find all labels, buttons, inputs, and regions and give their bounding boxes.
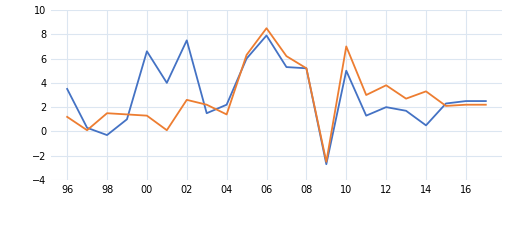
Growth in Real Compensation [443,104,449,108]
Growth in Real Value Added [383,106,389,109]
Growth in Real Compensation [204,103,210,106]
Growth in Real Value Added [423,124,429,127]
Growth in Real Compensation [184,98,190,101]
Growth in Real Value Added [443,102,449,105]
Growth in Real Value Added [144,50,150,53]
Growth in Real Value Added [283,66,289,68]
Growth in Real Value Added [403,109,409,112]
Growth in Real Value Added [104,134,110,136]
Growth in Real Value Added [463,100,469,102]
Growth in Real Value Added [64,88,70,90]
Growth in Real Compensation [264,27,270,30]
Growth in Real Compensation [244,54,250,56]
Growth in Real Compensation [104,112,110,115]
Growth in Real Compensation [64,115,70,118]
Growth in Real Compensation [363,94,369,96]
Growth in Real Value Added [124,118,130,121]
Growth in Real Value Added [204,112,210,115]
Growth in Real Compensation [383,84,389,87]
Growth in Real Value Added [84,126,90,129]
Growth in Real Value Added [323,163,329,166]
Line: Growth in Real Compensation: Growth in Real Compensation [67,28,486,162]
Growth in Real Value Added [363,114,369,117]
Growth in Real Compensation [483,103,489,106]
Growth in Real Value Added [224,103,230,106]
Growth in Real Compensation [164,129,170,132]
Growth in Real Compensation [323,160,329,163]
Growth in Real Compensation [224,113,230,116]
Growth in Real Value Added [184,39,190,42]
Growth in Real Compensation [403,97,409,100]
Growth in Real Compensation [343,45,349,48]
Growth in Real Compensation [283,55,289,58]
Growth in Real Compensation [303,67,309,70]
Growth in Real Value Added [343,69,349,72]
Growth in Real Value Added [303,67,309,70]
Growth in Real Compensation [144,114,150,117]
Growth in Real Compensation [124,113,130,116]
Growth in Real Value Added [244,57,250,60]
Growth in Real Value Added [483,100,489,102]
Line: Growth in Real Value Added: Growth in Real Value Added [67,36,486,164]
Growth in Real Compensation [463,103,469,106]
Growth in Real Compensation [423,90,429,93]
Growth in Real Value Added [264,34,270,37]
Growth in Real Compensation [84,129,90,132]
Growth in Real Value Added [164,81,170,84]
